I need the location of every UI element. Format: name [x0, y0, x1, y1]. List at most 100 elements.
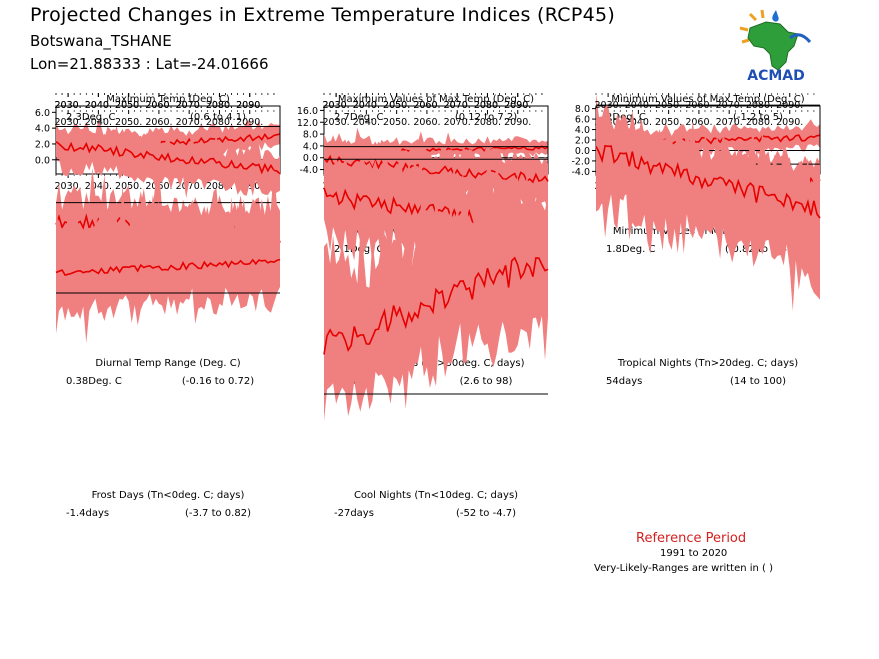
x-tick-label: 2080.: [206, 117, 233, 128]
median-line: [55, 258, 281, 277]
x-tick-label: 2080.: [474, 117, 501, 128]
y-tick-label: 6.0: [575, 115, 590, 126]
x-tick-label: 2040.: [85, 181, 112, 192]
x-tick-label: 2040.: [353, 100, 380, 111]
y-tick-label: 8.0: [575, 104, 590, 115]
y-tick-label: 4.0: [35, 124, 50, 135]
x-tick-label: 2070.: [716, 100, 743, 111]
likely-range-label: (0.6 to 4.1): [190, 112, 246, 123]
x-tick-label: 2030.: [55, 100, 82, 111]
reference-period-title: Reference Period: [636, 531, 747, 546]
acmad-logo: ACMAD: [739, 9, 812, 84]
chart-panel: 2030. 2040. 2050. 2060. 2070. 2080. 2090.Frost…: [55, 93, 281, 519]
x-tick-label: 2050.: [115, 117, 142, 128]
likely-range-label: (14 to 100): [730, 376, 786, 387]
x-tick-label: 2080.: [206, 181, 233, 192]
x-tick-label: 2030.: [55, 117, 82, 128]
x-tick-label: 2050.: [383, 117, 410, 128]
x-tick-label: 2070.: [176, 117, 203, 128]
africa-map-icon: [747, 21, 799, 71]
chart-title: Minimum Values of Min Temp (Deg. C): [613, 226, 803, 237]
likely-range-label: (-3.7 to 0.82): [185, 508, 251, 519]
x-tick-label: 2060.: [145, 100, 172, 111]
likely-range-label: (-1.2 to 5): [733, 112, 783, 123]
x-tick-label: 2040.: [85, 117, 112, 128]
x-tick-label: 2080.: [206, 100, 233, 111]
x-tick-label: 2090.: [776, 117, 803, 128]
x-tick-label: 2080.: [746, 117, 773, 128]
x-tick-label: 2060.: [145, 100, 172, 111]
x-tick-label: 2090.: [504, 100, 531, 111]
y-tick-label: -4.0: [571, 167, 590, 178]
x-tick-label: 2050.: [655, 100, 682, 111]
x-tick-label: 2030.: [55, 100, 82, 111]
x-tick-label: 2030.: [595, 100, 622, 111]
range-note: Very-Likely-Ranges are written in ( ): [594, 563, 774, 574]
mean-change-label: 1.8Deg. C: [606, 244, 655, 255]
x-tick-label: 2090.: [236, 100, 263, 111]
chart-panel: 2030. 2040. 2050. 2060. 2070. 2080. 2090. Tropi…: [595, 93, 821, 387]
y-tick-label: 0.0: [575, 146, 590, 157]
x-tick-label: 2090.: [236, 117, 263, 128]
mean-change-label: 2.3Deg. C: [66, 112, 115, 123]
x-tick-label: 2060.: [685, 100, 712, 111]
x-tick-label: 2070.: [176, 100, 203, 111]
x-tick-label: 2080.: [474, 100, 501, 111]
wave-icon: [789, 33, 812, 43]
chart-title: Tropical Nights (Tn>20deg. C; days): [617, 358, 798, 369]
coordinates-label: Lon=21.88333 : Lat=-24.01666: [30, 55, 269, 73]
raindrop-icon: [772, 10, 779, 22]
x-tick-label: 2080.: [206, 100, 233, 111]
mean-change-label: 2.7Deg. C: [334, 112, 383, 123]
likely-range-band: [56, 119, 280, 198]
x-tick-label: 2060.: [413, 100, 440, 111]
x-tick-label: 2040.: [625, 117, 652, 128]
x-tick-label: 2050.: [115, 100, 142, 111]
y-tick-label: 12.0: [297, 118, 318, 129]
x-tick-label: 2090.: [236, 181, 263, 192]
chart-title: Maximum Temp (Deg. C): [106, 94, 230, 105]
x-tick-label: 2050.: [383, 100, 410, 111]
x-tick-label: 2040.: [353, 100, 380, 111]
x-tick-label: 2070.: [176, 181, 203, 192]
y-tick-label: 8.0: [303, 130, 318, 141]
logo-text: ACMAD: [747, 68, 805, 84]
x-tick-label: 2030.: [323, 117, 350, 128]
likely-range-band: [596, 93, 820, 311]
x-tick-label: 2090.: [504, 117, 531, 128]
chart-title: Maximum Values of Max Temp (Deg. C): [338, 94, 534, 105]
y-tick-label: 2.0: [575, 136, 590, 147]
mean-change-label: 0.38Deg. C: [66, 376, 122, 387]
x-tick-label: 2060.: [685, 117, 712, 128]
x-tick-label: 2040.: [625, 100, 652, 111]
x-tick-label: 2080.: [474, 100, 501, 111]
x-tick-label: 2050.: [383, 100, 410, 111]
x-tick-label: 2040.: [85, 100, 112, 111]
mean-change-label: 2.1Deg. C: [334, 244, 383, 255]
y-tick-label: 6.0: [35, 108, 50, 119]
y-tick-label: 0.0: [35, 155, 50, 166]
x-tick-label: 2090.: [504, 100, 531, 111]
median-line: [323, 256, 549, 355]
mean-change-label: -1.4days: [66, 508, 109, 519]
x-tick-label: 2070.: [444, 100, 471, 111]
x-tick-label: 2040.: [353, 117, 380, 128]
chart-panel: 2030. 2040. 2050. 2060. 2070. 2080. 2090. Cool …: [323, 93, 549, 519]
likely-range-label: (-0.16 to 0.72): [182, 376, 254, 387]
x-tick-label: 2050.: [655, 117, 682, 128]
x-tick-label: 2030.: [55, 181, 82, 192]
x-tick-label: 2070.: [444, 100, 471, 111]
x-tick-label: 2070.: [716, 117, 743, 128]
median-line: [55, 140, 281, 175]
likely-range-label: (-52 to -4.7): [456, 508, 516, 519]
x-tick-label: 2060.: [413, 117, 440, 128]
x-tick-label: 2060.: [413, 100, 440, 111]
region-name: Botswana_TSHANE: [30, 32, 172, 50]
y-tick-label: 4.0: [303, 141, 318, 152]
y-tick-label: 16.0: [297, 106, 318, 117]
x-tick-label: 2030.: [323, 100, 350, 111]
mean-change-label: 54days: [606, 376, 642, 387]
y-tick-label: -2.0: [571, 156, 590, 167]
page-title: Projected Changes in Extreme Temperature…: [30, 4, 616, 26]
